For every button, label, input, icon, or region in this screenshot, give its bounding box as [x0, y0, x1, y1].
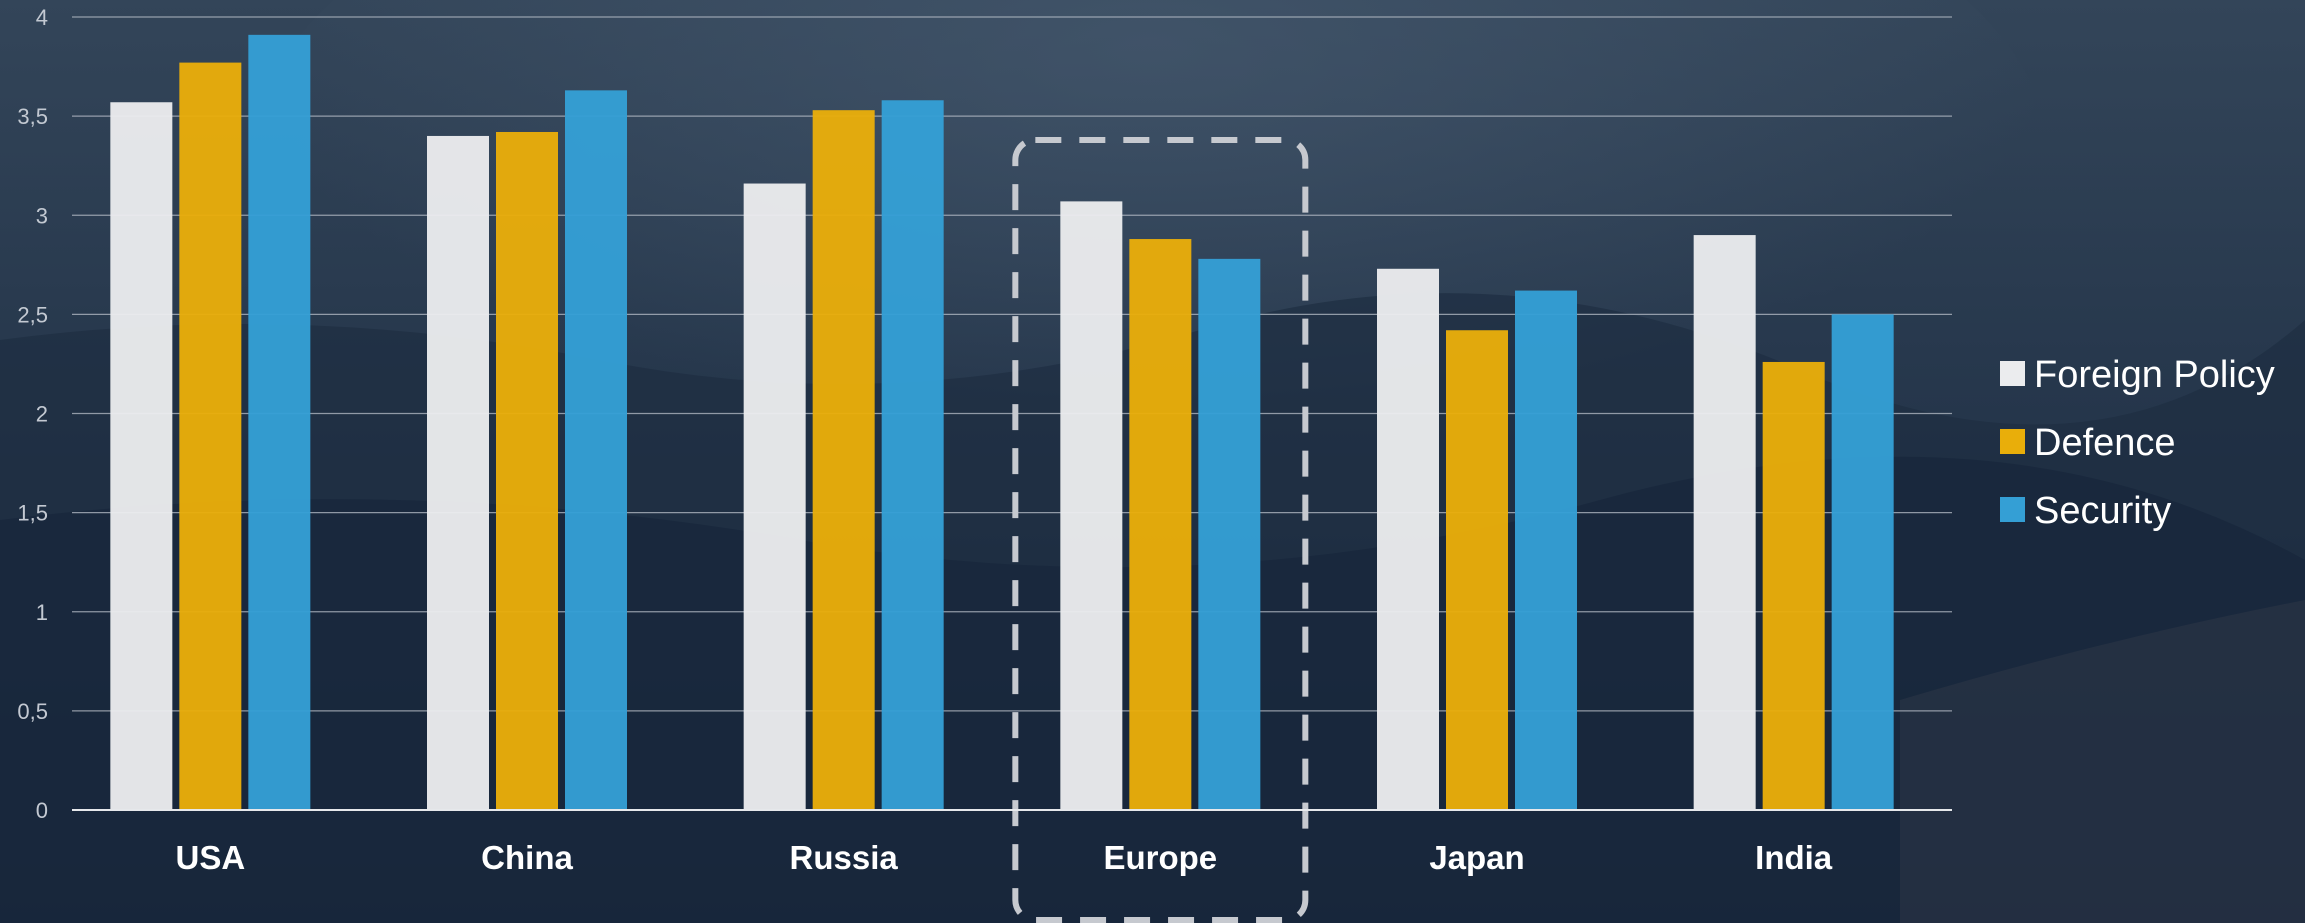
bar-russia-foreign-policy: [743, 183, 806, 810]
x-tick-label-india: India: [1755, 839, 1833, 876]
bar-china-foreign-policy: [427, 135, 489, 810]
bar-europe-security: [1198, 258, 1261, 810]
legend-swatch-foreign-policy: [2000, 361, 2025, 386]
legend-label-security: Security: [2034, 490, 2171, 532]
gridlines: [72, 16, 1952, 712]
legend-label-foreign-policy: Foreign Policy: [2034, 354, 2275, 396]
bar-japan-defence: [1446, 330, 1508, 810]
bar-china-defence: [496, 131, 558, 811]
bar-russia-security: [881, 100, 944, 810]
legend-swatch-defence: [2000, 429, 2025, 454]
y-tick-label: 2,5: [17, 302, 48, 327]
x-tick-label-europe: Europe: [1103, 839, 1217, 876]
y-tick-label: 2: [36, 402, 48, 427]
y-tick-label: 1: [36, 600, 48, 625]
x-tick-label-china: China: [481, 839, 573, 876]
bar-europe-defence: [1129, 239, 1192, 811]
legend: Foreign Policy Defence Security: [2000, 354, 2275, 532]
bar-japan-security: [1515, 290, 1577, 811]
bar-usa-security: [248, 34, 311, 810]
legend-label-defence: Defence: [2034, 422, 2176, 464]
bars: [110, 34, 1894, 811]
x-axis-ticks: USA China Russia Europe Japan India: [175, 839, 1832, 876]
y-axis-ticks: 0 0,5 1 1,5 2 2,5 3 3,5 4: [17, 5, 48, 823]
x-tick-label-russia: Russia: [790, 839, 899, 876]
x-tick-label-usa: USA: [175, 839, 245, 876]
legend-swatch-security: [2000, 497, 2025, 522]
bar-usa-foreign-policy: [110, 102, 173, 810]
bar-india-defence: [1762, 361, 1825, 810]
y-tick-label: 4: [36, 5, 48, 30]
y-tick-label: 1,5: [17, 501, 48, 526]
bar-russia-defence: [812, 110, 875, 811]
bar-india-foreign-policy: [1693, 235, 1756, 810]
y-tick-label: 3: [36, 203, 48, 228]
bar-china-security: [565, 90, 627, 811]
y-tick-label: 0: [36, 798, 48, 823]
y-tick-label: 3,5: [17, 104, 48, 129]
y-tick-label: 0,5: [17, 699, 48, 724]
bar-india-security: [1831, 314, 1894, 810]
x-tick-label-japan: Japan: [1429, 839, 1524, 876]
bar-japan-foreign-policy: [1377, 268, 1439, 811]
bar-europe-foreign-policy: [1060, 201, 1123, 810]
bar-usa-defence: [179, 62, 242, 811]
